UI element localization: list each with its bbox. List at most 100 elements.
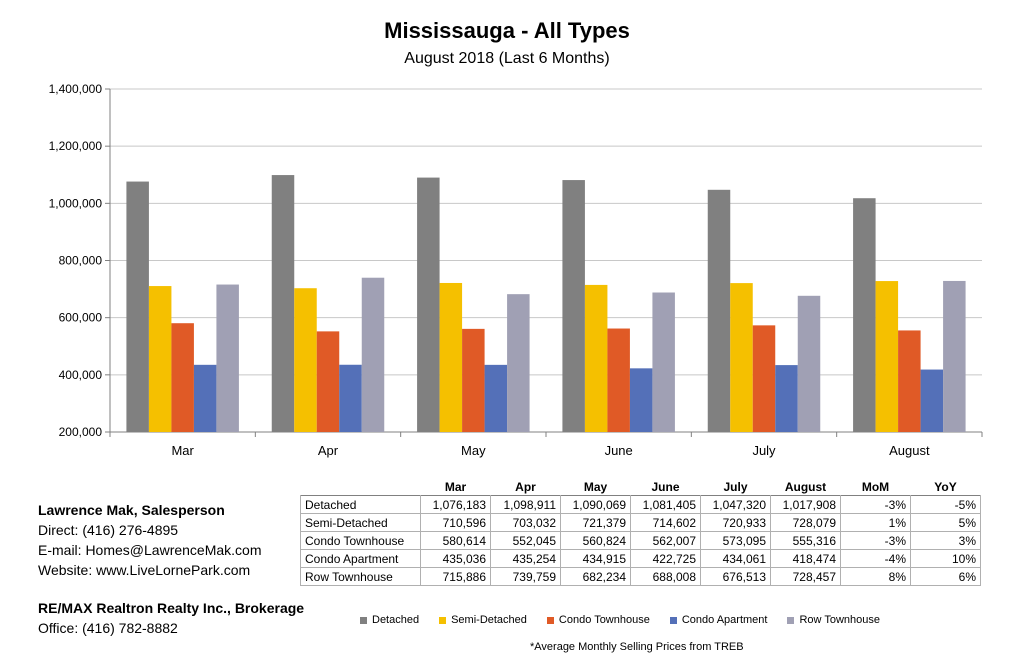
table-cell: 560,824 — [560, 531, 631, 550]
legend-label: Semi-Detached — [451, 614, 527, 626]
bar — [797, 295, 821, 432]
table-row-label: Detached — [300, 495, 421, 514]
legend-label: Row Townhouse — [799, 614, 880, 626]
bar — [707, 189, 731, 432]
table-col-header: MoM — [861, 479, 890, 494]
bar — [126, 181, 149, 432]
legend-label: Condo Apartment — [681, 614, 768, 626]
bar — [652, 292, 675, 432]
table-col-header: Mar — [444, 479, 467, 494]
table-row-label: Condo Townhouse — [300, 531, 421, 550]
table-cell: 1% — [840, 513, 911, 532]
y-tick-label: 1,200,000 — [49, 139, 103, 153]
table-row: Detached 1,076,183 1,098,911 1,090,069 1,081… — [300, 495, 981, 514]
table-corner — [301, 478, 421, 496]
legend-swatch — [439, 616, 447, 624]
x-tick-label: June — [605, 443, 633, 458]
y-tick-label: 1,400,000 — [49, 82, 103, 96]
legend-swatch — [546, 616, 554, 624]
table-cell: 676,513 — [700, 567, 771, 586]
table-cell: 728,457 — [770, 567, 841, 586]
bar — [629, 368, 653, 432]
table-cell: 715,886 — [420, 567, 491, 586]
table-cell: 580,614 — [420, 531, 491, 550]
table-cell: 562,007 — [630, 531, 701, 550]
direct-phone: Direct: (416) 276-4895 — [38, 522, 179, 538]
website: Website: www.LiveLornePark.com — [38, 562, 251, 578]
bar — [920, 369, 944, 432]
bar — [853, 198, 876, 432]
bar — [171, 323, 194, 432]
table-cell: 739,759 — [490, 567, 561, 586]
table-cell: 1,090,069 — [560, 495, 631, 514]
table-cell: 8% — [840, 567, 911, 586]
legend-item: Condo Apartment — [669, 614, 768, 626]
table-col-header: July — [723, 479, 748, 494]
bar — [361, 277, 385, 432]
bar — [775, 365, 798, 432]
legend-item: Semi-Detached — [439, 614, 527, 626]
table-cell: 552,045 — [490, 531, 561, 550]
x-tick-label: May — [461, 443, 486, 458]
x-tick-label: Apr — [318, 443, 339, 458]
table-col-header: Apr — [515, 479, 536, 494]
bar — [339, 364, 362, 432]
table-col-header: June — [651, 479, 680, 494]
x-tick-label: August — [889, 443, 930, 458]
y-tick-label: 800,000 — [59, 254, 103, 268]
legend-label: Condo Townhouse — [558, 614, 650, 626]
table-cell: 434,061 — [700, 549, 771, 568]
table-col-header: May — [583, 479, 608, 494]
y-tick-label: 1,000,000 — [49, 196, 103, 210]
table-cell: 418,474 — [770, 549, 841, 568]
table-cell: -5% — [910, 495, 981, 514]
table-cell: 728,079 — [770, 513, 841, 532]
table-cell: 714,602 — [630, 513, 701, 532]
bars — [126, 175, 966, 432]
table-cell: 10% — [910, 549, 981, 568]
bar — [730, 283, 753, 432]
bar — [271, 175, 295, 432]
table-cell: 1,098,911 — [490, 495, 561, 514]
table-cell: 710,596 — [420, 513, 491, 532]
table-cell: 555,316 — [770, 531, 841, 550]
table-cell: 3% — [910, 531, 981, 550]
table-col-header: YoY — [934, 479, 957, 494]
footnote: *Average Monthly Selling Prices from TRE… — [530, 641, 744, 653]
y-tick-label: 400,000 — [59, 368, 103, 382]
y-tick-label: 600,000 — [59, 311, 103, 325]
table-row: Row Townhouse 715,886 739,759 682,234 688,00… — [300, 567, 981, 586]
legend-swatch — [787, 616, 795, 624]
email: E-mail: Homes@LawrenceMak.com — [38, 542, 262, 558]
broker-name: RE/MAX Realtron Realty Inc., Brokerage — [38, 600, 305, 616]
bar — [484, 364, 508, 432]
table-row: Condo Townhouse 580,614 552,045 560,824 562,… — [300, 531, 981, 550]
axis-labels: 200,000 400,000 600,000 800,000 1,000,000 1,2… — [49, 82, 930, 458]
chart-title: Mississauga - All Types — [384, 18, 630, 43]
legend-swatch — [360, 616, 367, 624]
x-tick-label: Mar — [171, 443, 194, 458]
table-cell: 435,254 — [490, 549, 561, 568]
bar — [752, 325, 776, 432]
legend-item: Detached — [360, 614, 419, 626]
data-table: Mar Apr May June July August MoM YoY Det… — [300, 478, 981, 586]
gridlines — [110, 88, 982, 433]
table-header-row: Mar Apr May June July August MoM YoY — [301, 478, 981, 496]
table-cell: 434,915 — [560, 549, 631, 568]
table-cell: 422,725 — [630, 549, 701, 568]
table-col-header: August — [784, 479, 827, 494]
bar — [216, 284, 239, 432]
table-cell: 688,008 — [630, 567, 701, 586]
table-cell: 5% — [910, 513, 981, 532]
bar — [562, 180, 585, 432]
bar — [607, 328, 630, 432]
legend-item: Condo Townhouse — [546, 614, 650, 626]
table-cell: -4% — [840, 549, 911, 568]
table-cell: 1,017,908 — [770, 495, 841, 514]
table-cell: 435,036 — [420, 549, 491, 568]
table-row: Condo Apartment 435,036 435,254 434,915 422,… — [300, 549, 981, 568]
bar — [316, 331, 340, 432]
bar — [875, 281, 899, 432]
x-tick-label: July — [752, 443, 776, 458]
chart-subtitle: August 2018 (Last 6 Months) — [404, 50, 610, 67]
